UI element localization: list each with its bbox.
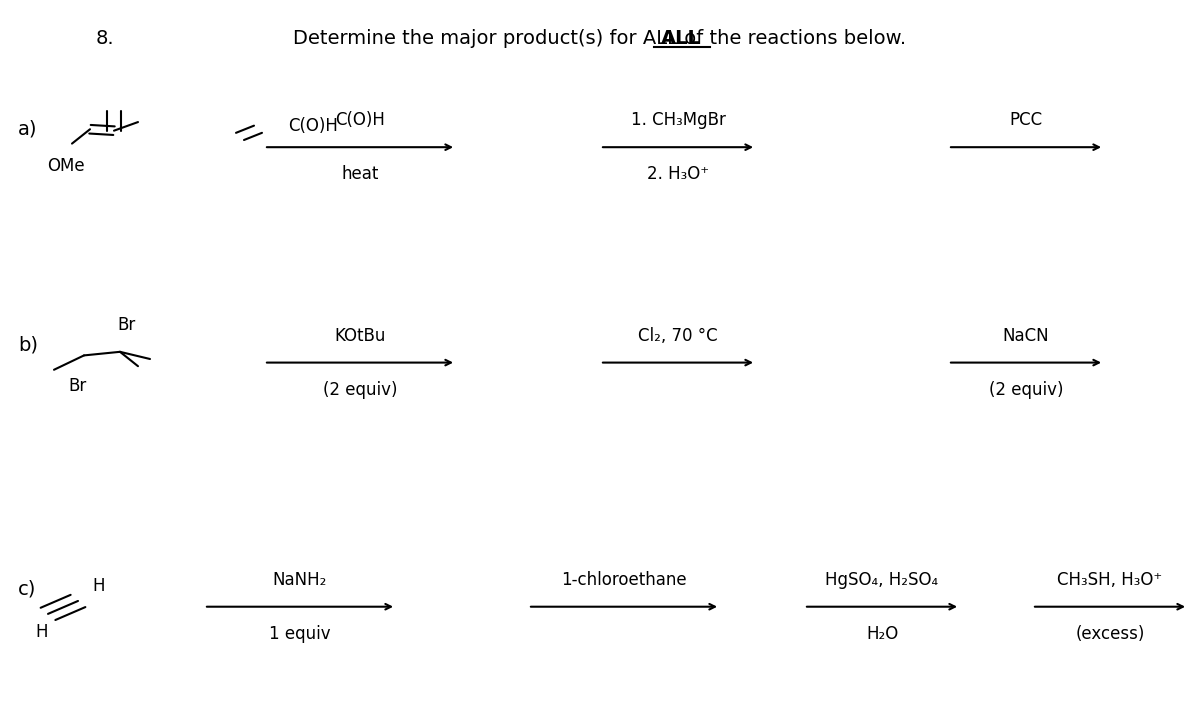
- Text: OMe: OMe: [47, 157, 85, 174]
- Text: heat: heat: [341, 165, 379, 183]
- Text: HgSO₄, H₂SO₄: HgSO₄, H₂SO₄: [826, 571, 938, 589]
- Text: H: H: [36, 623, 48, 640]
- Text: Br: Br: [68, 377, 88, 395]
- Text: c): c): [18, 579, 36, 598]
- Text: KOtBu: KOtBu: [335, 327, 385, 345]
- Text: 1 equiv: 1 equiv: [269, 625, 331, 643]
- Text: 1-chloroethane: 1-chloroethane: [562, 571, 686, 589]
- Text: (2 equiv): (2 equiv): [989, 381, 1063, 398]
- Text: C(O)H: C(O)H: [288, 116, 338, 135]
- Text: ALL: ALL: [660, 29, 701, 47]
- Text: Br: Br: [116, 316, 136, 334]
- Text: (2 equiv): (2 equiv): [323, 381, 397, 398]
- Text: C(O)H: C(O)H: [335, 111, 385, 129]
- Text: NaCN: NaCN: [1003, 327, 1049, 345]
- Text: CH₃SH, H₃O⁺: CH₃SH, H₃O⁺: [1057, 571, 1163, 589]
- Text: (excess): (excess): [1075, 625, 1145, 643]
- Text: Cl₂, 70 °C: Cl₂, 70 °C: [638, 327, 718, 345]
- Text: 8.: 8.: [96, 29, 115, 47]
- Text: H₂O: H₂O: [866, 625, 898, 643]
- Text: b): b): [18, 335, 38, 354]
- Text: NaNH₂: NaNH₂: [272, 571, 328, 589]
- Text: Determine the major product(s) for ALL of the reactions below.: Determine the major product(s) for ALL o…: [294, 29, 906, 47]
- Text: 2. H₃O⁺: 2. H₃O⁺: [647, 165, 709, 183]
- Text: 1. CH₃MgBr: 1. CH₃MgBr: [630, 111, 726, 129]
- Text: a): a): [18, 120, 37, 139]
- Text: H: H: [92, 577, 104, 595]
- Text: PCC: PCC: [1009, 111, 1043, 129]
